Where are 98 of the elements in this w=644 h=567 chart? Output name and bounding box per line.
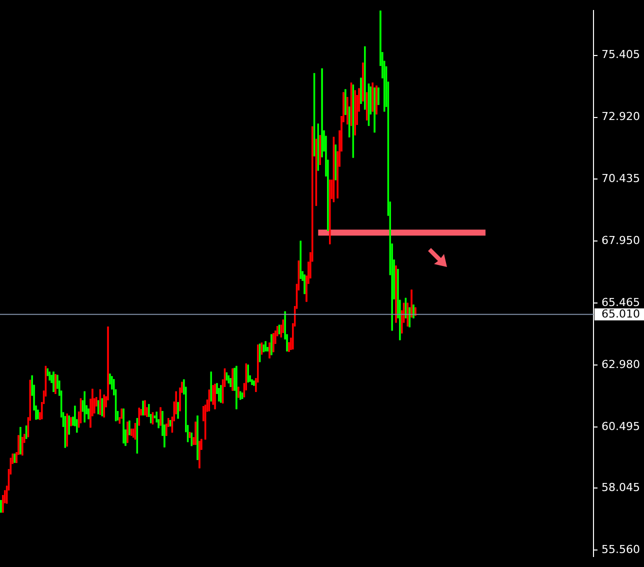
candlestick [25,425,28,439]
candlestick [364,46,366,110]
candlestick [68,416,70,435]
candlestick [66,414,68,447]
candlestick [410,290,412,318]
candlestick [208,390,210,412]
y-tick-label: 58.045 [602,480,640,494]
y-tick-label: 72.920 [602,110,640,124]
candlestick [97,400,100,414]
candlestick [84,391,86,422]
candlestick [154,416,156,418]
candlestick [236,366,238,410]
candlestick [366,92,368,120]
candlestick [313,73,316,156]
candlestick [278,324,280,334]
candlestick [272,333,274,352]
candlestick [350,82,352,126]
candlestick [194,422,196,445]
candlestick [251,379,253,386]
candlestick [130,428,132,436]
candlestick [268,342,270,358]
y-tick-label: 62.980 [602,358,640,371]
candlestick [395,265,397,323]
candlestick [412,304,414,318]
candlestick [238,386,240,398]
candlestick [103,394,105,418]
candlestick [332,136,335,202]
candlestick [142,400,144,416]
candlestick [212,385,214,405]
candlestick [136,418,138,454]
y-tick-label: 67.950 [602,234,640,247]
candlestick [304,274,306,294]
ref-line-label: 65.010 [602,307,640,320]
candlestick [196,416,198,460]
candlestick [160,407,162,426]
candlestick [408,307,410,328]
candlestick [122,408,124,444]
candlestick [232,368,234,391]
candlestick [226,372,228,381]
candlestick [169,420,172,426]
candlestick [99,389,102,415]
candlestick [128,420,130,436]
candlestick [198,440,200,468]
candlestick [46,368,49,376]
candlestick [228,375,230,384]
candlestick [20,426,22,454]
candlestick [152,412,154,424]
candlestick [80,398,82,424]
candlestick [368,84,370,126]
candlestick [54,374,56,394]
y-tick-label: 70.435 [602,172,640,186]
y-tick-label: 75.405 [602,48,640,62]
y-tick-label: 60.495 [602,420,640,433]
candlestick [374,88,376,133]
candlestick [321,68,323,158]
candlestick [177,402,179,419]
candlestick [126,422,128,443]
candlestick [0,500,2,513]
candlestick [362,62,364,102]
candlestick [300,240,302,279]
candlestick [378,88,380,105]
y-tick-label: 55.560 [602,542,640,556]
candlestick [70,417,72,426]
candlestick [264,341,266,352]
candlestick [262,344,265,352]
candlestick [270,334,272,356]
candlestick [253,380,255,386]
candlestick [22,436,24,456]
candlestick [344,89,346,115]
y-tick-label: 65.465 [602,296,640,309]
candlestick [239,391,242,400]
candlestick [376,86,378,114]
candlestick [220,385,222,403]
candlestick [138,408,140,426]
candlestick [214,384,216,410]
candlestick [188,432,191,438]
candlestick [14,454,16,463]
candlestick [134,422,136,440]
candlestick [360,78,362,104]
candlestick [241,392,244,399]
candlestick [210,372,212,402]
candlestick [88,408,90,420]
candlestick [404,298,407,318]
candlestick [37,410,39,420]
candlestick [348,106,350,138]
candlestick [354,90,356,136]
candlestick [230,378,232,388]
candlestick [48,372,50,381]
candlestick [258,344,261,362]
candlestick [144,400,146,416]
candlestick [52,372,54,392]
candlestick [260,342,263,355]
candlestick [288,342,290,352]
candlestick [315,138,318,206]
candlestick [319,135,321,165]
candlestick [247,364,249,383]
candlestick [346,97,348,124]
candlestick [372,82,374,112]
